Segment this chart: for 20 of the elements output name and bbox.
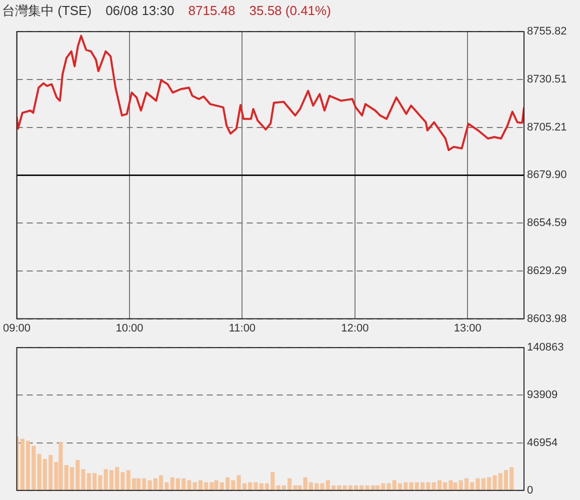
- chart-title: 台灣集中 (TSE): [2, 3, 92, 18]
- y-tick-label: 8603.98: [527, 312, 567, 325]
- y-tick-label: 8705.21: [527, 121, 567, 134]
- text: 8715.48: [188, 3, 236, 18]
- y-tick-label: 8679.90: [527, 169, 567, 182]
- y-tick-label: 0: [527, 484, 534, 496]
- x-tick-label: 10:00: [116, 322, 144, 334]
- y-tick-label: 8629.29: [527, 264, 567, 277]
- text: 35.58 (0.41%): [249, 3, 331, 18]
- y-tick-label: 8654.59: [527, 217, 567, 230]
- y-tick-label: 8755.82: [527, 26, 567, 38]
- y-tick-label: 140863: [527, 342, 564, 354]
- x-tick-label: 09:00: [3, 322, 31, 334]
- chart-subtitle: 06/08 13:30: [106, 3, 174, 18]
- y-tick-label: 8730.51: [527, 74, 567, 86]
- x-tick-label: 12:00: [341, 322, 369, 334]
- x-tick-label: 11:00: [228, 322, 256, 334]
- x-tick-label: 13:00: [454, 322, 482, 334]
- y-tick-label: 93909: [527, 389, 558, 402]
- y-tick-label: 46954: [527, 436, 558, 449]
